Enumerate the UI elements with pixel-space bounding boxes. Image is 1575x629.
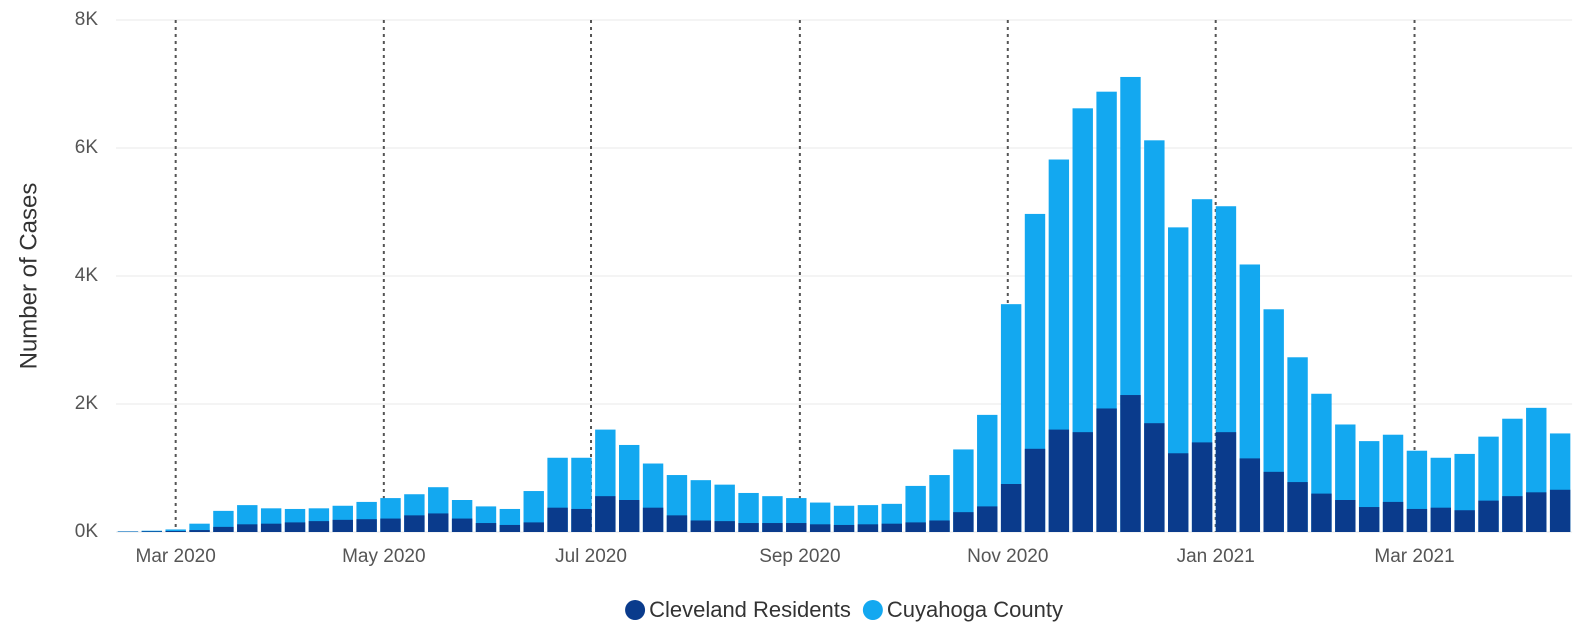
bar — [905, 522, 926, 532]
bar — [189, 530, 210, 532]
bar — [929, 475, 950, 532]
bar — [1215, 432, 1237, 532]
bar — [690, 480, 712, 532]
bar — [141, 531, 163, 532]
y-tick-label: 0K — [75, 521, 99, 542]
bar — [165, 531, 186, 532]
bar — [1478, 500, 1499, 532]
bar — [308, 521, 330, 532]
bar — [1048, 429, 1070, 532]
bar — [714, 484, 735, 532]
bar — [762, 523, 783, 532]
bar — [1406, 508, 1428, 532]
bar — [284, 522, 306, 532]
bar — [1549, 489, 1571, 532]
x-tick-label: May 2020 — [342, 546, 425, 567]
legend-item: Cleveland Residents — [625, 597, 851, 622]
bar — [738, 523, 759, 532]
bar — [929, 520, 950, 532]
bar — [523, 522, 544, 532]
x-tick-label: Mar 2021 — [1374, 546, 1454, 567]
bar — [1430, 507, 1451, 532]
bar — [953, 449, 974, 532]
bar — [977, 414, 998, 532]
bar — [1000, 304, 1022, 532]
bar — [642, 507, 664, 532]
x-tick-label: Nov 2020 — [967, 546, 1048, 567]
bar — [499, 524, 521, 532]
bar — [1311, 493, 1332, 532]
bar — [595, 496, 616, 532]
legend-label: Cleveland Residents — [649, 597, 851, 622]
bar — [857, 524, 879, 532]
bar — [1382, 501, 1404, 532]
bar — [1502, 496, 1523, 532]
bar — [1191, 442, 1213, 532]
bar — [1000, 484, 1022, 532]
bar — [189, 523, 210, 532]
bar — [905, 485, 926, 532]
y-tick-label: 2K — [75, 393, 99, 414]
bar — [380, 518, 401, 532]
y-tick-label: 6K — [75, 137, 99, 158]
bar — [1287, 482, 1308, 532]
bar — [619, 500, 640, 532]
bar — [451, 518, 473, 532]
y-tick-label: 8K — [75, 9, 99, 30]
bar — [1526, 492, 1547, 532]
bar — [833, 524, 855, 532]
bar — [475, 523, 497, 532]
bar — [666, 515, 688, 532]
y-tick-label: 4K — [75, 265, 99, 286]
bar — [1335, 500, 1356, 532]
bar — [1024, 448, 1046, 532]
bar — [571, 508, 592, 532]
bar — [1454, 510, 1475, 532]
bar — [260, 523, 282, 532]
bar — [547, 507, 568, 532]
bar — [977, 506, 998, 532]
bar — [1072, 432, 1093, 532]
legend-swatch — [862, 600, 883, 620]
legend-label: Cuyahoga County — [887, 597, 1063, 622]
bar — [1096, 408, 1117, 532]
bar — [881, 523, 902, 532]
legend: Cleveland Residents Cuyahoga County — [625, 597, 1063, 622]
bar — [1263, 471, 1284, 532]
bar — [953, 512, 974, 532]
bar — [1120, 395, 1141, 532]
bar — [690, 520, 712, 532]
legend-item: Cuyahoga County — [862, 597, 1063, 622]
bar — [404, 515, 425, 532]
bar — [1239, 458, 1261, 532]
legend-swatch — [625, 600, 646, 620]
x-tick-label: Jan 2021 — [1177, 546, 1255, 567]
bar — [738, 492, 759, 532]
bar — [786, 523, 807, 532]
bar — [213, 510, 234, 532]
bar — [237, 524, 258, 532]
bar — [523, 491, 544, 532]
bar — [213, 526, 234, 532]
x-tick-label: Mar 2020 — [136, 546, 216, 567]
bar — [428, 513, 449, 532]
bar — [1358, 507, 1380, 532]
bar — [1168, 453, 1189, 532]
x-tick-label: Sep 2020 — [759, 546, 840, 567]
x-tick-label: Jul 2020 — [555, 546, 627, 567]
bar — [1144, 423, 1165, 532]
y-axis-label: Number of Cases — [15, 183, 42, 370]
bar — [714, 521, 735, 532]
bar — [332, 519, 353, 532]
bar — [165, 529, 186, 532]
bar — [356, 519, 377, 532]
bar — [1072, 108, 1093, 532]
bar — [809, 524, 831, 532]
